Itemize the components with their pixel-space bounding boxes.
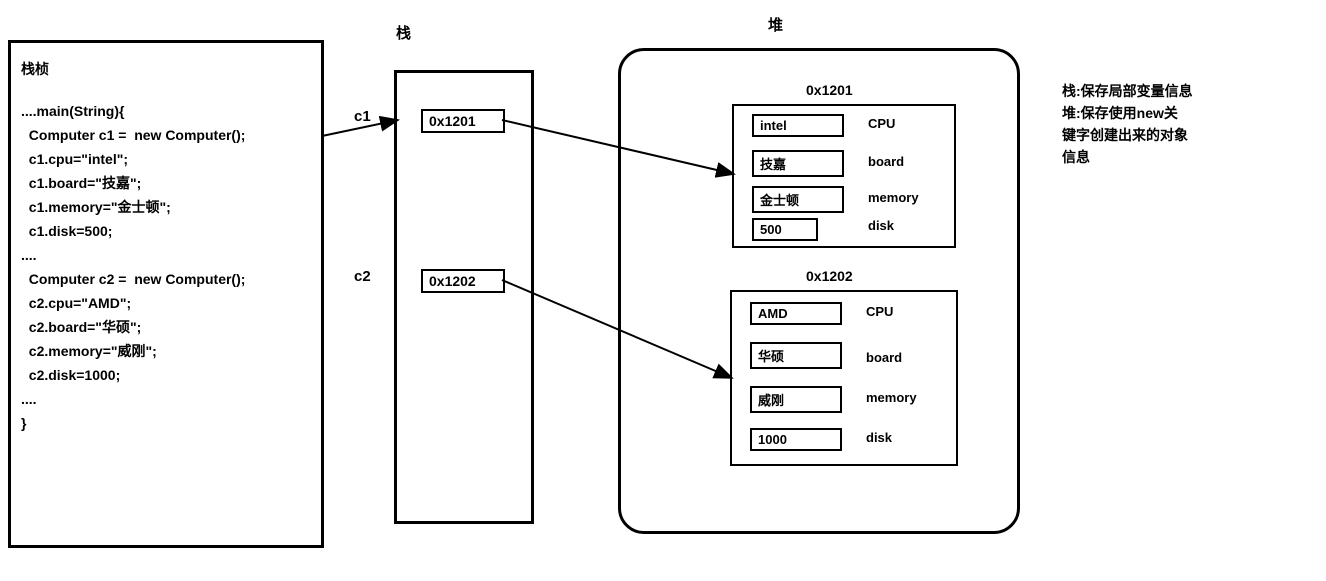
- obj1-cpu-value: intel: [752, 114, 844, 137]
- stack-slot-c2: 0x1202: [421, 269, 505, 293]
- code-line: c1.memory="金士顿";: [21, 195, 311, 219]
- heap-obj1: intel CPU 技嘉 board 金士顿 memory 500 disk: [732, 104, 956, 248]
- obj1-board-value: 技嘉: [752, 150, 844, 177]
- var-c1-label: c1: [354, 108, 371, 125]
- code-line: Computer c1 = new Computer();: [21, 123, 311, 147]
- notes: 栈:保存局部变量信息 堆:保存使用new关 键字创建出来的对象 信息: [1062, 80, 1302, 168]
- code-line: ....main(String){: [21, 99, 311, 123]
- obj2-board-value: 华硕: [750, 342, 842, 369]
- obj1-cpu-label: CPU: [868, 116, 895, 131]
- obj1-disk-value: 500: [752, 218, 818, 241]
- code-line: c2.memory="威刚";: [21, 339, 311, 363]
- note-line: 堆:保存使用new关: [1062, 102, 1302, 124]
- var-c2-label: c2: [354, 268, 371, 285]
- code-line: c2.board="华硕";: [21, 315, 311, 339]
- obj2-cpu-value: AMD: [750, 302, 842, 325]
- note-line: 键字创建出来的对象: [1062, 124, 1302, 146]
- obj1-board-label: board: [868, 154, 904, 169]
- code-line: c2.disk=1000;: [21, 363, 311, 387]
- code-line: Computer c2 = new Computer();: [21, 267, 311, 291]
- obj1-memory-value: 金士顿: [752, 186, 844, 213]
- note-line: 栈:保存局部变量信息: [1062, 80, 1302, 102]
- obj2-disk-value: 1000: [750, 428, 842, 451]
- obj2-memory-label: memory: [866, 390, 917, 405]
- stack-slot-c1: 0x1201: [421, 109, 505, 133]
- heap-obj1-addr: 0x1201: [806, 82, 853, 98]
- heap-obj2-addr: 0x1202: [806, 268, 853, 284]
- code-line: ....: [21, 243, 311, 267]
- code-line: }: [21, 411, 311, 435]
- code-line: c2.cpu="AMD";: [21, 291, 311, 315]
- stack-box: 0x1201 0x1202: [394, 70, 534, 524]
- code-line: c1.cpu="intel";: [21, 147, 311, 171]
- obj1-disk-label: disk: [868, 218, 894, 233]
- code-box: 栈桢 ....main(String){ Computer c1 = new C…: [8, 40, 324, 548]
- code-line: ....: [21, 387, 311, 411]
- code-title: 栈桢: [21, 57, 311, 81]
- note-line: 信息: [1062, 146, 1302, 168]
- obj2-memory-value: 威刚: [750, 386, 842, 413]
- obj2-board-label: board: [866, 350, 902, 365]
- obj2-disk-label: disk: [866, 430, 892, 445]
- code-line: c1.disk=500;: [21, 219, 311, 243]
- obj1-memory-label: memory: [868, 190, 919, 205]
- heap-label: 堆: [768, 14, 783, 35]
- obj2-cpu-label: CPU: [866, 304, 893, 319]
- stack-label: 栈: [396, 22, 411, 43]
- heap-obj2: AMD CPU 华硕 board 威刚 memory 1000 disk: [730, 290, 958, 466]
- code-line: c1.board="技嘉";: [21, 171, 311, 195]
